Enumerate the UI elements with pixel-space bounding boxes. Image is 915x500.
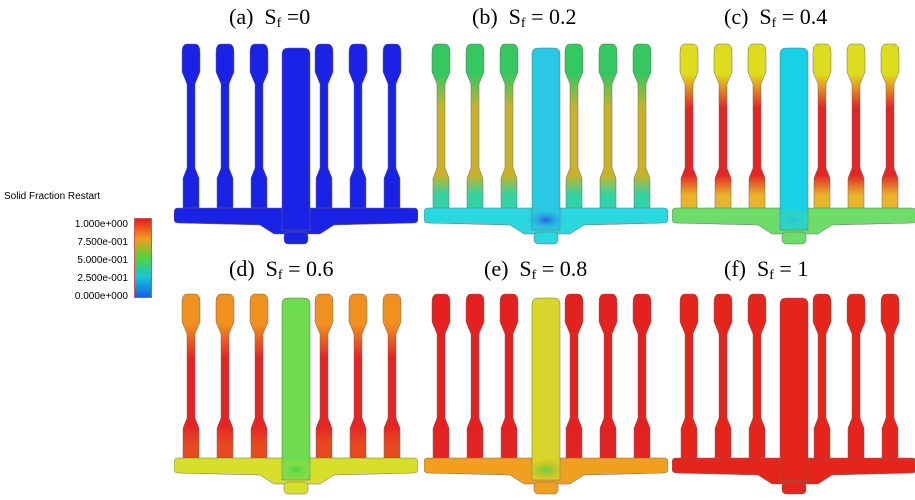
panel-value: = 0.6 bbox=[282, 256, 334, 281]
legend-tick: 1.000e+000 bbox=[74, 219, 128, 230]
bottom-boss bbox=[283, 481, 309, 495]
junction-core bbox=[524, 458, 568, 482]
panel-symbol: S bbox=[264, 4, 277, 29]
tie-bar-2 bbox=[215, 293, 235, 463]
junction-core bbox=[274, 208, 318, 232]
panel-value: = 1 bbox=[773, 256, 809, 281]
tie-bar-1 bbox=[181, 293, 201, 463]
tie-bar-6 bbox=[880, 293, 900, 463]
panel-letter: (b) bbox=[472, 4, 498, 29]
panel-title-c: (c) Sf = 0.4 bbox=[724, 4, 827, 32]
bottom-boss bbox=[283, 231, 309, 245]
junction-core bbox=[274, 458, 318, 482]
panel-letter: (f) bbox=[724, 256, 746, 281]
casting-panel-f bbox=[672, 293, 915, 495]
junction-core bbox=[524, 208, 568, 232]
tie-bar-4 bbox=[564, 43, 584, 213]
tie-bar-4 bbox=[314, 293, 334, 463]
bottom-boss bbox=[533, 481, 559, 495]
tie-bar-1 bbox=[679, 293, 699, 463]
tie-bar-1 bbox=[431, 293, 451, 463]
tie-bar-1 bbox=[431, 43, 451, 213]
central-sprue bbox=[281, 47, 311, 231]
tie-bar-5 bbox=[348, 43, 368, 213]
tie-bar-6 bbox=[382, 43, 402, 213]
panel-subscript: f bbox=[769, 268, 774, 283]
tie-bar-5 bbox=[846, 43, 866, 213]
panel-subscript: f bbox=[276, 16, 282, 31]
tie-bar-6 bbox=[880, 43, 900, 213]
panel-value: = 0.4 bbox=[776, 4, 828, 29]
tie-bar-3 bbox=[249, 43, 269, 213]
panel-letter: (a) bbox=[229, 4, 254, 29]
legend-tick: 0.000e+000 bbox=[74, 291, 128, 302]
panel-letter: (c) bbox=[724, 4, 749, 29]
central-sprue bbox=[531, 297, 561, 481]
panel-symbol: S bbox=[265, 256, 278, 281]
panel-value: = 0.8 bbox=[536, 256, 588, 281]
legend-title: Solid Fraction Restart bbox=[4, 191, 101, 202]
casting-panel-e bbox=[424, 293, 668, 495]
panel-title-d: (d) Sf = 0.6 bbox=[229, 256, 334, 284]
panel-letter: (e) bbox=[484, 256, 509, 281]
tie-bar-3 bbox=[747, 293, 767, 463]
panel-symbol: S bbox=[756, 256, 770, 281]
central-sprue bbox=[531, 47, 561, 231]
tie-bar-4 bbox=[314, 43, 334, 213]
panel-letter: (d) bbox=[229, 256, 255, 281]
tie-bar-4 bbox=[812, 293, 832, 463]
tie-bar-2 bbox=[465, 43, 485, 213]
tie-bar-1 bbox=[679, 43, 699, 213]
tie-bar-2 bbox=[713, 43, 733, 213]
legend-tick: 5.000e-001 bbox=[77, 255, 128, 266]
panel-title-f: (f) Sf = 1 bbox=[724, 256, 808, 284]
tie-bar-5 bbox=[348, 293, 368, 463]
panel-value: =0 bbox=[281, 4, 311, 29]
tie-bar-2 bbox=[465, 293, 485, 463]
panel-symbol: S bbox=[759, 4, 772, 29]
tie-bar-6 bbox=[632, 293, 652, 463]
bottom-boss bbox=[781, 231, 807, 245]
panel-subscript: f bbox=[277, 268, 283, 283]
legend-colorbar bbox=[134, 218, 152, 298]
junction-core bbox=[772, 208, 816, 232]
legend-tick: 7.500e-001 bbox=[77, 237, 128, 248]
central-sprue bbox=[281, 297, 311, 481]
tie-bar-5 bbox=[598, 43, 618, 213]
tie-bar-4 bbox=[564, 293, 584, 463]
casting-panel-b bbox=[424, 43, 668, 245]
panel-subscript: f bbox=[771, 16, 777, 31]
panel-title-b: (b) Sf = 0.2 bbox=[472, 4, 577, 32]
panel-title-a: (a) Sf =0 bbox=[229, 4, 310, 32]
panel-value: = 0.2 bbox=[525, 4, 577, 29]
tie-bar-2 bbox=[215, 43, 235, 213]
tie-bar-3 bbox=[499, 293, 519, 463]
tie-bar-5 bbox=[846, 293, 866, 463]
panel-symbol: S bbox=[519, 256, 532, 281]
casting-panel-c bbox=[672, 43, 915, 245]
central-sprue bbox=[779, 297, 809, 481]
tie-bar-1 bbox=[181, 43, 201, 213]
casting-panel-a bbox=[174, 43, 418, 245]
bottom-boss bbox=[533, 231, 559, 245]
legend-tick: 2.500e-001 bbox=[77, 273, 128, 284]
tie-bar-2 bbox=[713, 293, 733, 463]
central-sprue bbox=[779, 47, 809, 231]
panel-subscript: f bbox=[520, 16, 526, 31]
tie-bar-6 bbox=[632, 43, 652, 213]
tie-bar-6 bbox=[382, 293, 402, 463]
panel-symbol: S bbox=[508, 4, 521, 29]
bottom-boss bbox=[781, 481, 807, 495]
junction-core bbox=[772, 458, 816, 482]
tie-bar-5 bbox=[598, 293, 618, 463]
tie-bar-4 bbox=[812, 43, 832, 213]
tie-bar-3 bbox=[747, 43, 767, 213]
tie-bar-3 bbox=[499, 43, 519, 213]
casting-panel-d bbox=[174, 293, 418, 495]
tie-bar-3 bbox=[249, 293, 269, 463]
panel-title-e: (e) Sf = 0.8 bbox=[484, 256, 587, 284]
panel-subscript: f bbox=[531, 268, 537, 283]
